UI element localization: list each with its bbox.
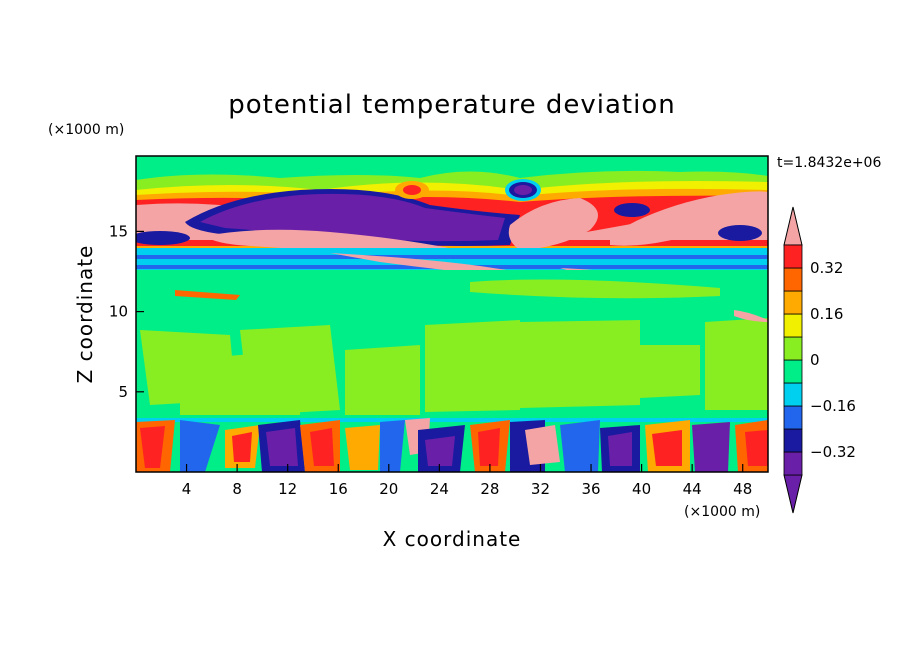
plot-field xyxy=(136,156,768,472)
colorbar-upper-extend xyxy=(783,206,803,246)
colorbar-swatch xyxy=(783,359,803,384)
x-tick-label: 4 xyxy=(182,480,192,498)
colorbar-swatch xyxy=(783,336,803,361)
y-tick-label: 10 xyxy=(109,303,128,321)
colorbar-tick-label: −0.32 xyxy=(810,443,856,461)
plot-frame xyxy=(135,155,769,473)
colorbar-swatch xyxy=(783,382,803,407)
colorbar: 0.32 0.16 0 −0.16 −0.32 xyxy=(783,206,856,514)
colorbar-swatch xyxy=(783,451,803,476)
colorbar-swatch xyxy=(783,244,803,269)
colorbar-swatch xyxy=(783,267,803,292)
y-unit-label: (×1000 m) xyxy=(48,122,124,138)
colorbar-lower-extend xyxy=(783,474,803,514)
colorbar-tick-label: 0.16 xyxy=(810,305,843,323)
x-tick-label: 24 xyxy=(430,480,449,498)
x-tick-label: 36 xyxy=(581,480,600,498)
x-tick-label: 44 xyxy=(683,480,702,498)
colorbar-swatch xyxy=(783,313,803,338)
x-axis-label: X coordinate xyxy=(383,527,522,551)
time-label: t=1.8432e+06 xyxy=(777,155,881,171)
y-axis-ticks: 5 10 15 xyxy=(109,222,144,401)
x-tick-label: 12 xyxy=(278,480,297,498)
x-axis-ticks: 4 8 12 16 20 24 28 32 36 40 44 48 xyxy=(182,464,752,498)
x-tick-label: 48 xyxy=(733,480,752,498)
x-tick-label: 8 xyxy=(232,480,242,498)
x-tick-label: 40 xyxy=(632,480,651,498)
colorbar-tick-label: 0.32 xyxy=(810,259,843,277)
x-tick-label: 28 xyxy=(480,480,499,498)
colorbar-swatch xyxy=(783,290,803,315)
chart-title: potential temperature deviation xyxy=(228,90,675,120)
x-tick-label: 20 xyxy=(379,480,398,498)
colorbar-tick-label: −0.16 xyxy=(810,397,856,415)
y-tick-label: 15 xyxy=(109,222,128,240)
x-tick-label: 16 xyxy=(329,480,348,498)
colorbar-tick-label: 0 xyxy=(810,351,820,369)
colorbar-swatch xyxy=(783,405,803,430)
colorbar-swatch xyxy=(783,428,803,453)
x-tick-label: 32 xyxy=(531,480,550,498)
y-axis-label: Z coordinate xyxy=(73,245,97,384)
y-tick-label: 5 xyxy=(118,383,128,401)
x-unit-label: (×1000 m) xyxy=(684,504,760,520)
